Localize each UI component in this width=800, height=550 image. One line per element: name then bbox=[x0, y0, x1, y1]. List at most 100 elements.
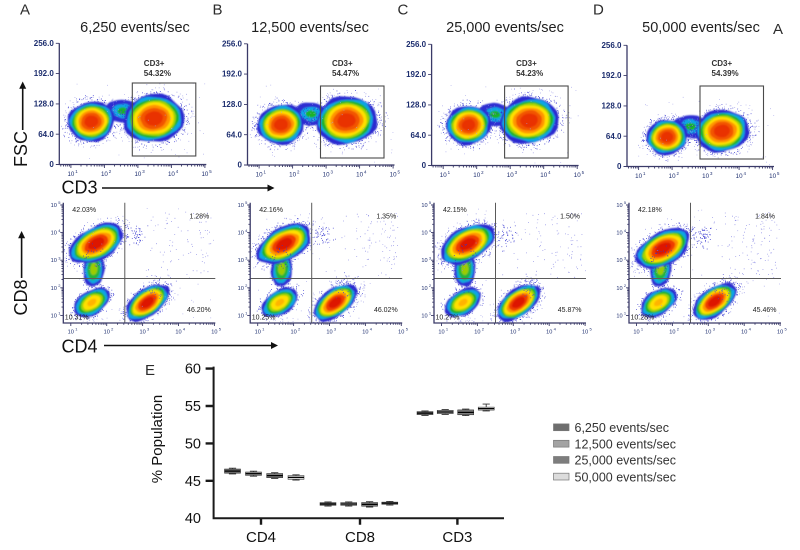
svg-text:4: 4 bbox=[176, 169, 179, 174]
svg-text:10: 10 bbox=[438, 330, 444, 336]
svg-text:10: 10 bbox=[362, 330, 368, 336]
svg-text:4: 4 bbox=[624, 228, 627, 233]
svg-text:10: 10 bbox=[51, 203, 57, 209]
svg-text:4: 4 bbox=[245, 228, 248, 233]
svg-text:10: 10 bbox=[421, 286, 427, 292]
svg-text:10: 10 bbox=[507, 172, 514, 179]
svg-text:1.28%: 1.28% bbox=[189, 214, 209, 221]
svg-text:10: 10 bbox=[616, 231, 622, 237]
svg-text:2: 2 bbox=[58, 283, 61, 288]
svg-text:10: 10 bbox=[669, 173, 676, 180]
svg-text:64.0: 64.0 bbox=[226, 130, 242, 139]
svg-text:2: 2 bbox=[624, 283, 627, 288]
svg-text:6,250 events/sec: 6,250 events/sec bbox=[575, 421, 670, 435]
svg-text:1: 1 bbox=[624, 311, 627, 316]
svg-text:54.39%: 54.39% bbox=[712, 69, 739, 78]
svg-text:2: 2 bbox=[481, 170, 484, 175]
svg-text:128.0: 128.0 bbox=[34, 100, 55, 109]
svg-text:256.0: 256.0 bbox=[406, 40, 427, 49]
svg-text:256.0: 256.0 bbox=[601, 41, 622, 50]
svg-text:10: 10 bbox=[440, 172, 447, 179]
svg-text:10: 10 bbox=[326, 330, 332, 336]
svg-text:42.18%: 42.18% bbox=[638, 207, 662, 214]
svg-text:10: 10 bbox=[255, 330, 261, 336]
svg-text:192.0: 192.0 bbox=[601, 71, 622, 80]
svg-text:10: 10 bbox=[238, 203, 244, 209]
svg-text:10.27%: 10.27% bbox=[436, 315, 460, 322]
svg-text:10: 10 bbox=[104, 330, 110, 336]
svg-text:CD4: CD4 bbox=[62, 337, 98, 357]
svg-text:3: 3 bbox=[624, 255, 627, 260]
svg-text:2: 2 bbox=[297, 170, 300, 175]
svg-text:10: 10 bbox=[238, 231, 244, 237]
svg-text:5: 5 bbox=[777, 171, 780, 176]
svg-text:3: 3 bbox=[334, 327, 337, 332]
svg-text:10: 10 bbox=[702, 173, 709, 180]
svg-text:3: 3 bbox=[429, 255, 432, 260]
svg-text:10: 10 bbox=[669, 330, 675, 336]
svg-text:B: B bbox=[213, 2, 223, 19]
svg-text:FSC: FSC bbox=[11, 131, 31, 167]
svg-text:1: 1 bbox=[643, 171, 646, 176]
svg-text:2: 2 bbox=[109, 169, 112, 174]
svg-text:10: 10 bbox=[474, 330, 480, 336]
svg-text:E: E bbox=[145, 362, 155, 379]
svg-text:10: 10 bbox=[101, 171, 108, 178]
svg-text:5: 5 bbox=[406, 327, 409, 332]
svg-text:0: 0 bbox=[422, 161, 427, 170]
svg-text:64.0: 64.0 bbox=[38, 130, 54, 139]
svg-text:10: 10 bbox=[398, 330, 404, 336]
svg-text:42.03%: 42.03% bbox=[72, 207, 96, 214]
svg-text:% Population: % Population bbox=[149, 395, 166, 483]
svg-text:CD4: CD4 bbox=[246, 529, 276, 546]
svg-text:4: 4 bbox=[370, 327, 373, 332]
svg-text:0: 0 bbox=[238, 161, 243, 170]
svg-text:2: 2 bbox=[677, 171, 680, 176]
svg-text:1: 1 bbox=[262, 327, 265, 332]
svg-text:10.28%: 10.28% bbox=[631, 315, 655, 322]
svg-text:10: 10 bbox=[290, 330, 296, 336]
svg-text:CD3: CD3 bbox=[62, 178, 98, 198]
svg-text:A: A bbox=[20, 2, 30, 19]
svg-text:46.02%: 46.02% bbox=[374, 307, 398, 314]
svg-text:2: 2 bbox=[111, 327, 114, 332]
svg-text:4: 4 bbox=[749, 327, 752, 332]
svg-text:CD3+: CD3+ bbox=[712, 59, 733, 68]
svg-text:C: C bbox=[398, 2, 409, 19]
svg-text:10: 10 bbox=[582, 330, 588, 336]
svg-text:50: 50 bbox=[185, 436, 201, 452]
svg-text:CD8: CD8 bbox=[11, 279, 31, 315]
svg-text:10: 10 bbox=[238, 286, 244, 292]
svg-text:50,000 events/sec: 50,000 events/sec bbox=[575, 470, 676, 484]
svg-text:42.15%: 42.15% bbox=[443, 207, 467, 214]
svg-text:10: 10 bbox=[238, 313, 244, 319]
svg-text:12,500 events/sec: 12,500 events/sec bbox=[575, 437, 676, 451]
svg-text:10: 10 bbox=[168, 171, 175, 178]
svg-text:10: 10 bbox=[616, 313, 622, 319]
svg-text:4: 4 bbox=[554, 327, 557, 332]
svg-text:128.0: 128.0 bbox=[406, 101, 427, 110]
svg-text:256.0: 256.0 bbox=[222, 39, 243, 48]
svg-text:10: 10 bbox=[574, 172, 581, 179]
svg-text:10: 10 bbox=[546, 330, 552, 336]
svg-text:4: 4 bbox=[548, 170, 551, 175]
svg-text:4: 4 bbox=[364, 170, 367, 175]
svg-text:1.35%: 1.35% bbox=[376, 214, 396, 221]
svg-text:60: 60 bbox=[185, 362, 201, 378]
svg-text:3: 3 bbox=[58, 255, 61, 260]
svg-text:3: 3 bbox=[518, 327, 521, 332]
svg-text:0: 0 bbox=[617, 162, 622, 171]
svg-text:10: 10 bbox=[616, 286, 622, 292]
svg-text:A: A bbox=[773, 21, 783, 38]
svg-text:1: 1 bbox=[264, 170, 267, 175]
svg-text:10.25%: 10.25% bbox=[252, 315, 276, 322]
svg-text:5: 5 bbox=[219, 327, 222, 332]
svg-text:2: 2 bbox=[677, 327, 680, 332]
svg-text:10: 10 bbox=[211, 330, 217, 336]
svg-text:45.46%: 45.46% bbox=[753, 307, 777, 314]
svg-text:3: 3 bbox=[713, 327, 716, 332]
svg-text:40: 40 bbox=[185, 511, 201, 527]
svg-text:10: 10 bbox=[616, 258, 622, 264]
svg-text:10: 10 bbox=[473, 172, 480, 179]
svg-text:10: 10 bbox=[390, 172, 397, 179]
